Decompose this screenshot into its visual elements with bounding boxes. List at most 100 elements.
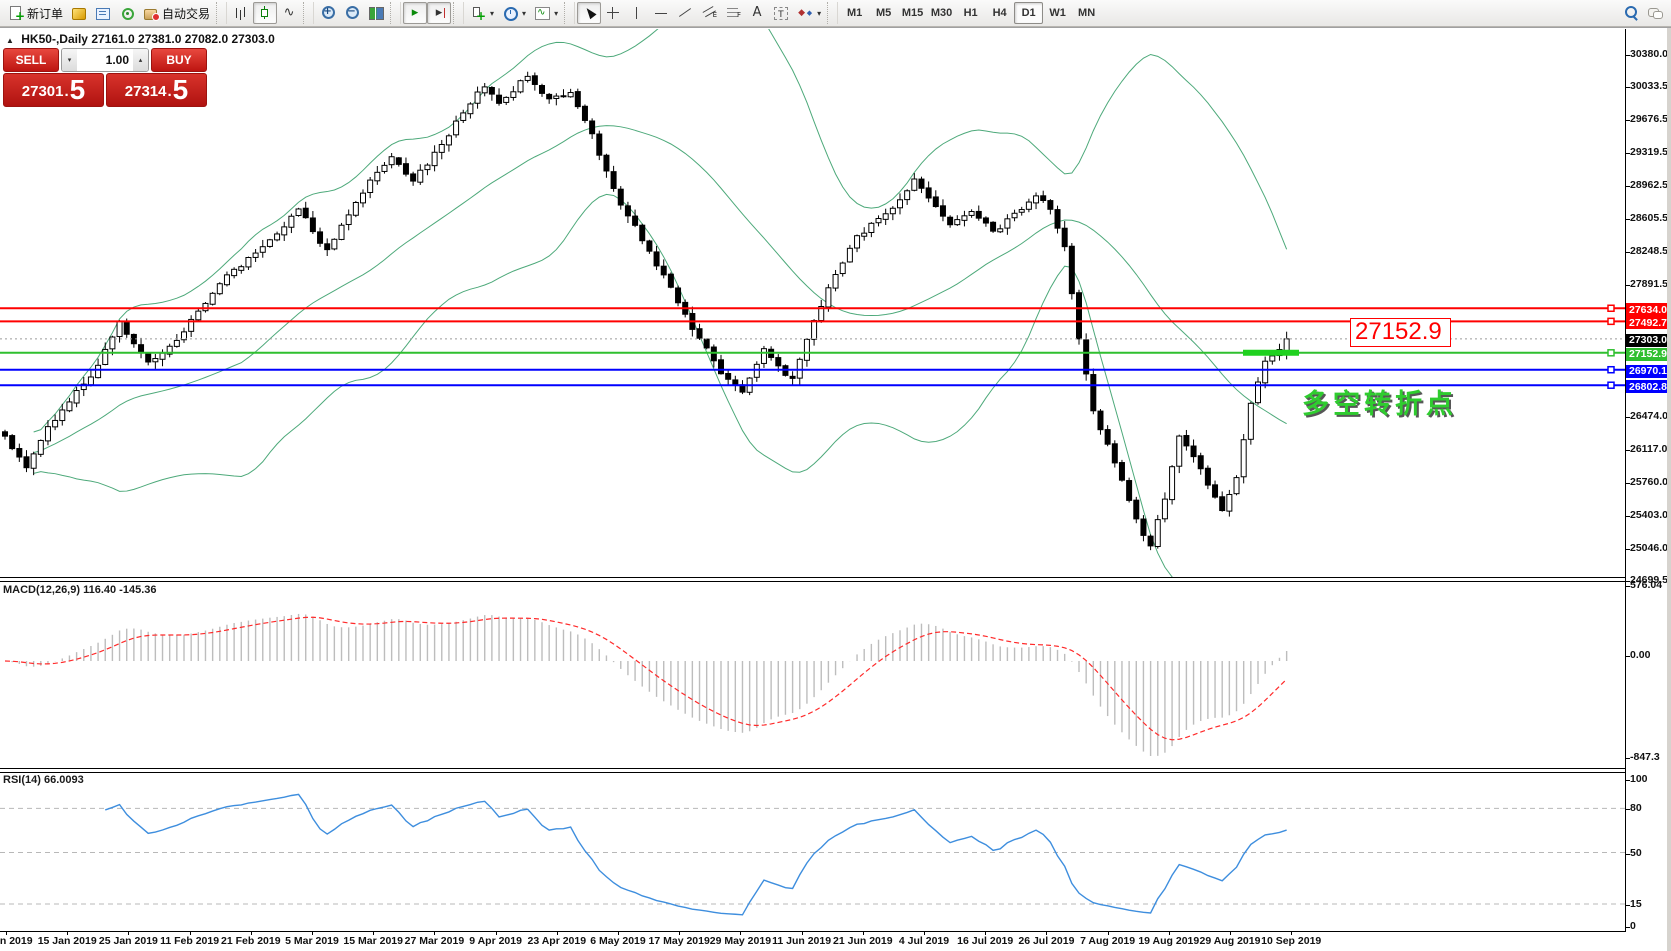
bar-chart-mode-button[interactable] bbox=[229, 2, 253, 24]
zoom-in-button[interactable] bbox=[316, 2, 340, 24]
candle-body bbox=[796, 358, 803, 379]
chart-symbol-period: HK50-,Daily bbox=[21, 32, 88, 46]
trendline-tool-button[interactable] bbox=[673, 2, 697, 24]
timeframe-button-M15[interactable]: M15 bbox=[901, 7, 924, 19]
arrows-icon bbox=[797, 5, 813, 21]
line-handle-marker[interactable] bbox=[1607, 365, 1615, 374]
candle-body bbox=[624, 205, 631, 217]
timeframe-button-MN[interactable]: MN bbox=[1078, 7, 1096, 19]
fibonacci-tool-button[interactable] bbox=[721, 2, 745, 24]
volume-decrease-button[interactable]: ▾ bbox=[62, 49, 77, 71]
new-chart-icon bbox=[470, 5, 486, 24]
tile-windows-button[interactable] bbox=[364, 2, 388, 24]
candle-body bbox=[23, 456, 30, 469]
candle-body bbox=[975, 210, 982, 219]
collapse-panel-icon[interactable]: ▲ bbox=[6, 36, 14, 45]
axis-tick-mark bbox=[1626, 482, 1630, 484]
timeframe-button-M30[interactable]: M30 bbox=[930, 7, 953, 19]
candle-body bbox=[16, 448, 23, 458]
price-annotation-box[interactable]: 27152.9 bbox=[1350, 318, 1451, 347]
channel-tool-button[interactable] bbox=[697, 2, 721, 24]
macd-panel-canvas[interactable] bbox=[0, 581, 1625, 768]
axis-tick-mark bbox=[618, 932, 619, 935]
candle-body bbox=[596, 133, 603, 156]
line-handle-marker[interactable] bbox=[1607, 381, 1615, 389]
sell-button[interactable]: SELL bbox=[3, 48, 59, 72]
rsi-window-separator[interactable] bbox=[0, 768, 1625, 773]
new-order-button[interactable]: 新订单 bbox=[4, 2, 67, 24]
axis-tick-mark bbox=[1626, 87, 1630, 89]
autotrading-button[interactable]: 自动交易 bbox=[139, 2, 214, 24]
macd-signal-line bbox=[4, 616, 1288, 741]
candle-body bbox=[589, 120, 596, 135]
candle-body bbox=[760, 348, 767, 364]
market-watch-button[interactable] bbox=[67, 2, 91, 24]
arrows-tool-button[interactable]: ▾ bbox=[793, 2, 825, 24]
auto-scroll-button[interactable] bbox=[403, 2, 428, 24]
buy-button[interactable]: BUY bbox=[151, 48, 207, 72]
line-handle-marker[interactable] bbox=[1607, 304, 1615, 313]
vertical-line-tool-button[interactable] bbox=[625, 2, 649, 24]
line-handle-marker[interactable] bbox=[1607, 349, 1615, 357]
crosshair-tool-button[interactable] bbox=[601, 2, 625, 24]
chevron-down-icon[interactable]: ▾ bbox=[817, 8, 822, 18]
label-tool-button[interactable] bbox=[769, 2, 793, 24]
candle-body bbox=[1183, 435, 1190, 447]
timeframe-button-M5[interactable]: M5 bbox=[875, 7, 892, 19]
date-label: 15 Mar 2019 bbox=[343, 935, 403, 947]
date-label: 23 Apr 2019 bbox=[527, 935, 587, 947]
price-tag: 27634.0 bbox=[1626, 303, 1667, 317]
candle-body bbox=[675, 287, 682, 304]
indicators-icon bbox=[534, 5, 551, 21]
axis-tick-mark bbox=[740, 932, 742, 935]
rsi-panel-canvas[interactable] bbox=[0, 771, 1625, 931]
trendline-icon bbox=[677, 5, 693, 21]
chart-shift-button[interactable] bbox=[427, 2, 452, 24]
chevron-down-icon[interactable]: ▾ bbox=[522, 8, 527, 18]
candle-body bbox=[2, 431, 8, 437]
turning-point-annotation[interactable]: 多空转折点 bbox=[1302, 389, 1457, 419]
buy-price-button[interactable]: 27314. 5 bbox=[106, 73, 207, 107]
line-handle-marker[interactable] bbox=[1607, 317, 1615, 326]
price-scale[interactable]: 30380.0 30033.5 29676.5 29319.5 28962.5 28605… bbox=[1626, 29, 1668, 951]
price-tick-label: 24699.5 bbox=[1626, 574, 1668, 586]
candle-body bbox=[295, 208, 302, 217]
timeframe-button-W1[interactable]: W1 bbox=[1049, 7, 1066, 19]
data-window-button[interactable] bbox=[91, 2, 115, 24]
axis-tick-mark bbox=[1626, 285, 1630, 287]
candle-body bbox=[402, 163, 409, 175]
text-tool-button[interactable] bbox=[745, 2, 769, 24]
candle-body bbox=[632, 215, 639, 226]
chevron-down-icon[interactable]: ▾ bbox=[490, 8, 495, 18]
macd-window-separator[interactable] bbox=[0, 577, 1625, 582]
main-chart-canvas[interactable] bbox=[0, 29, 1625, 578]
candlestick-mode-button[interactable] bbox=[253, 2, 278, 24]
cursor-tool-button[interactable] bbox=[577, 2, 602, 24]
axis-tick-mark bbox=[862, 932, 864, 935]
volume-input[interactable]: 1.00 bbox=[105, 53, 129, 67]
indicators-button[interactable]: ▾ bbox=[530, 2, 562, 24]
horizontal-line-tool-button[interactable] bbox=[649, 2, 673, 24]
axis-tick-mark bbox=[1626, 758, 1630, 759]
axis-tick-mark bbox=[1626, 905, 1630, 906]
timeframe-button-D1[interactable]: D1 bbox=[1014, 2, 1044, 24]
candle-body bbox=[1018, 209, 1025, 213]
chevron-down-icon[interactable]: ▾ bbox=[554, 8, 559, 18]
volume-increase-button[interactable]: ▴ bbox=[133, 49, 148, 71]
timeframe-button-H1[interactable]: H1 bbox=[963, 7, 978, 19]
axis-tick-mark bbox=[1626, 252, 1630, 254]
zoom-out-button[interactable] bbox=[340, 2, 364, 24]
timeframe-button-M1[interactable]: M1 bbox=[846, 7, 863, 19]
signals-button[interactable] bbox=[115, 2, 139, 24]
candle-body bbox=[567, 92, 574, 98]
rsi-tick-label: 80 bbox=[1626, 802, 1642, 814]
periods-button[interactable]: ▾ bbox=[498, 2, 530, 24]
candle-body bbox=[66, 401, 73, 412]
chat-button[interactable] bbox=[1643, 2, 1667, 24]
new-chart-button[interactable]: ▾ bbox=[466, 2, 498, 24]
sell-price-button[interactable]: 27301. 5 bbox=[3, 73, 104, 107]
timeframe-button-H4[interactable]: H4 bbox=[992, 7, 1007, 19]
search-button[interactable] bbox=[1619, 2, 1643, 24]
line-chart-mode-button[interactable] bbox=[277, 2, 301, 24]
